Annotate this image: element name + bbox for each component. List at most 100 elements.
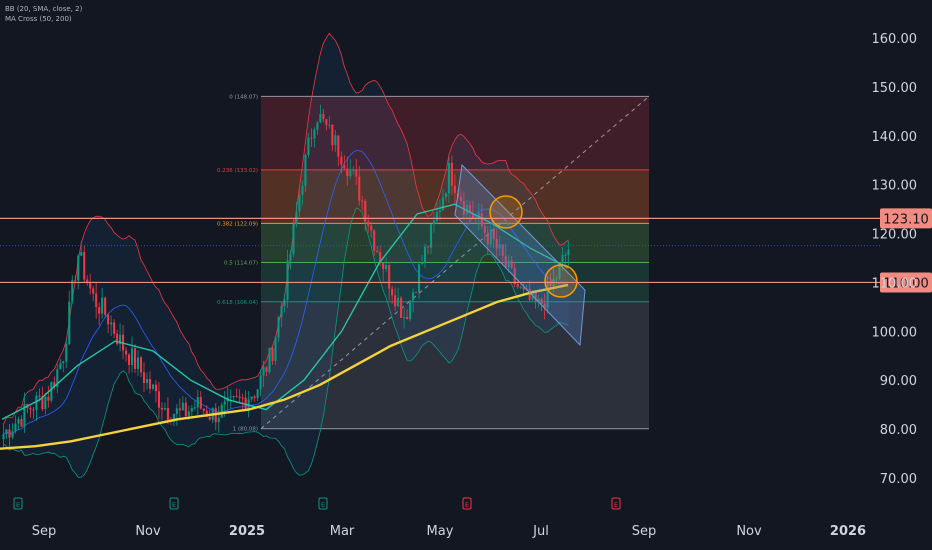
candle-body bbox=[292, 224, 295, 255]
candle-body bbox=[217, 417, 220, 423]
candle-body bbox=[133, 348, 137, 369]
fib-level-label: 0.5 (114.07) bbox=[224, 261, 258, 267]
x-tick-label: Sep bbox=[32, 524, 57, 539]
candle-body bbox=[280, 306, 283, 318]
candle-body bbox=[361, 200, 364, 202]
x-axis: Sep Nov 2025 Mar May Jul Sep Nov 2026 bbox=[32, 524, 866, 539]
candle-body bbox=[364, 200, 367, 222]
candle-body bbox=[232, 396, 235, 398]
candle-body bbox=[409, 300, 412, 320]
earnings-marker[interactable]: E bbox=[318, 497, 328, 510]
candle-body bbox=[262, 367, 265, 376]
candle-body bbox=[113, 322, 116, 334]
candle-body bbox=[307, 137, 310, 155]
candle-body bbox=[38, 395, 41, 397]
candle-body bbox=[65, 343, 68, 362]
candle-body bbox=[130, 348, 134, 365]
bb-legend[interactable]: BB (20, SMA, close, 2) bbox=[5, 5, 83, 13]
candle-body bbox=[128, 354, 131, 365]
fib-zone bbox=[261, 96, 649, 170]
candle-body bbox=[382, 262, 385, 270]
candle-body bbox=[406, 317, 409, 320]
candle-body bbox=[235, 396, 238, 398]
candle-body bbox=[256, 389, 259, 399]
candle-body bbox=[370, 225, 373, 231]
candle-body bbox=[435, 212, 439, 221]
price-line-tag bbox=[880, 208, 932, 229]
candle-body bbox=[385, 264, 388, 270]
candle-body bbox=[181, 402, 184, 411]
candle-body bbox=[274, 337, 277, 361]
candle-body bbox=[29, 408, 32, 410]
cross-marker-circle bbox=[489, 195, 523, 229]
candle-body bbox=[53, 382, 56, 387]
candle-body bbox=[56, 369, 59, 387]
candle-body bbox=[175, 408, 178, 414]
x-tick-label: May bbox=[427, 524, 454, 539]
candle-body bbox=[510, 260, 513, 268]
candle-body bbox=[325, 119, 328, 125]
candle-body bbox=[14, 423, 17, 432]
candle-body bbox=[549, 280, 552, 287]
candle-body bbox=[426, 246, 430, 248]
candle-body bbox=[322, 113, 325, 120]
candle-body bbox=[414, 292, 418, 294]
candle-body bbox=[116, 333, 119, 344]
candle-body bbox=[238, 396, 241, 398]
candle-body bbox=[480, 213, 483, 227]
price-line-tag-label: 123.10 bbox=[883, 212, 929, 227]
candle-body bbox=[564, 255, 567, 257]
candle-body bbox=[95, 293, 98, 308]
x-tick-label: Nov bbox=[736, 524, 762, 539]
candle-body bbox=[492, 229, 495, 239]
candle-body bbox=[241, 397, 244, 399]
candle-body bbox=[166, 407, 169, 420]
candle-body bbox=[412, 292, 415, 301]
candle-body bbox=[567, 249, 570, 256]
bb-upper-line bbox=[3, 32, 569, 425]
candle-body bbox=[47, 396, 50, 401]
candle-body bbox=[334, 135, 337, 146]
candle-body bbox=[546, 280, 549, 308]
candle-body bbox=[265, 367, 268, 372]
candle-body bbox=[420, 262, 424, 265]
candle-body bbox=[74, 280, 77, 282]
fib-level-label: 1 (80.08) bbox=[233, 427, 258, 433]
candle-body bbox=[423, 246, 427, 263]
earnings-marker-letter: E bbox=[16, 501, 20, 509]
candle-body bbox=[349, 170, 352, 177]
candle-body bbox=[190, 408, 193, 412]
candle-body bbox=[268, 348, 271, 372]
candle-body bbox=[561, 255, 564, 263]
price-lines[interactable]: 123.10 110.00 bbox=[0, 208, 932, 293]
candle-body bbox=[373, 230, 376, 251]
y-axis: 160.00 150.00 140.00 130.00 120.00 110.00 100.… bbox=[872, 32, 918, 487]
candle-body bbox=[400, 297, 403, 318]
candle-body bbox=[139, 357, 143, 373]
earnings-marker[interactable]: E bbox=[13, 497, 23, 510]
candle-body bbox=[289, 254, 292, 261]
candle-body bbox=[534, 290, 537, 302]
candle-body bbox=[157, 391, 160, 408]
candle-body bbox=[379, 252, 382, 263]
candle-body bbox=[337, 135, 340, 157]
candle-body bbox=[32, 409, 35, 411]
candle-body bbox=[119, 334, 122, 344]
earnings-marker[interactable]: E bbox=[462, 497, 472, 510]
earnings-marker[interactable]: E bbox=[611, 497, 621, 510]
drawings[interactable] bbox=[454, 163, 586, 347]
candle-body bbox=[41, 396, 44, 410]
candle-body bbox=[319, 113, 322, 123]
candle-body bbox=[444, 193, 447, 198]
candle-body bbox=[540, 298, 543, 304]
candle-body bbox=[35, 395, 38, 410]
earnings-marker[interactable]: E bbox=[169, 497, 179, 510]
candle-body bbox=[471, 212, 474, 219]
ma-cross-legend[interactable]: MA Cross (50, 200) bbox=[5, 15, 72, 23]
candle-body bbox=[447, 162, 450, 194]
candle-body bbox=[184, 402, 187, 417]
ma50-line bbox=[1, 203, 569, 420]
